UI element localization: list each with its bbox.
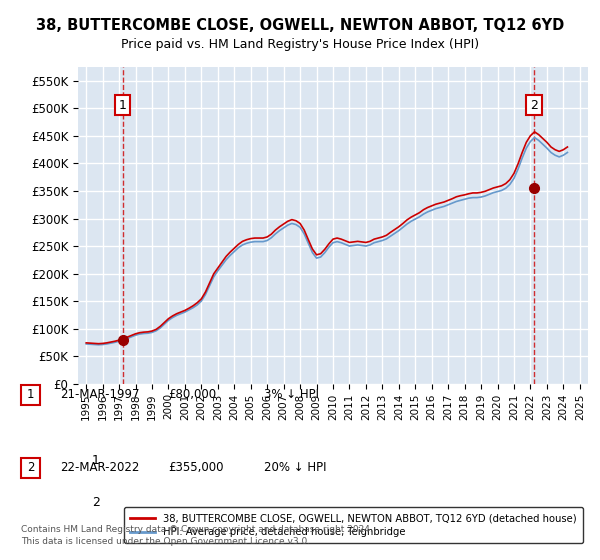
FancyBboxPatch shape — [91, 479, 124, 503]
Text: 1: 1 — [27, 388, 34, 402]
Text: Contains HM Land Registry data © Crown copyright and database right 2024.: Contains HM Land Registry data © Crown c… — [21, 525, 373, 534]
Legend: 38, BUTTERCOMBE CLOSE, OGWELL, NEWTON ABBOT, TQ12 6YD (detached house), HPI: Ave: 38, BUTTERCOMBE CLOSE, OGWELL, NEWTON AB… — [124, 507, 583, 543]
Text: £355,000: £355,000 — [168, 461, 224, 474]
Text: 1: 1 — [92, 454, 100, 467]
Text: 38, BUTTERCOMBE CLOSE, OGWELL, NEWTON ABBOT, TQ12 6YD: 38, BUTTERCOMBE CLOSE, OGWELL, NEWTON AB… — [36, 18, 564, 32]
Text: 2: 2 — [27, 461, 34, 474]
Text: 1: 1 — [119, 99, 127, 111]
Text: 22-MAR-2022: 22-MAR-2022 — [60, 461, 139, 474]
Text: 2: 2 — [530, 99, 538, 111]
Text: 3% ↓ HPI: 3% ↓ HPI — [264, 388, 319, 402]
Text: £80,000: £80,000 — [168, 388, 216, 402]
Text: 21-MAR-1997: 21-MAR-1997 — [60, 388, 139, 402]
FancyBboxPatch shape — [91, 445, 124, 470]
Text: 2: 2 — [92, 496, 100, 509]
Text: This data is licensed under the Open Government Licence v3.0.: This data is licensed under the Open Gov… — [21, 537, 310, 546]
Text: 20% ↓ HPI: 20% ↓ HPI — [264, 461, 326, 474]
Text: Price paid vs. HM Land Registry's House Price Index (HPI): Price paid vs. HM Land Registry's House … — [121, 38, 479, 52]
